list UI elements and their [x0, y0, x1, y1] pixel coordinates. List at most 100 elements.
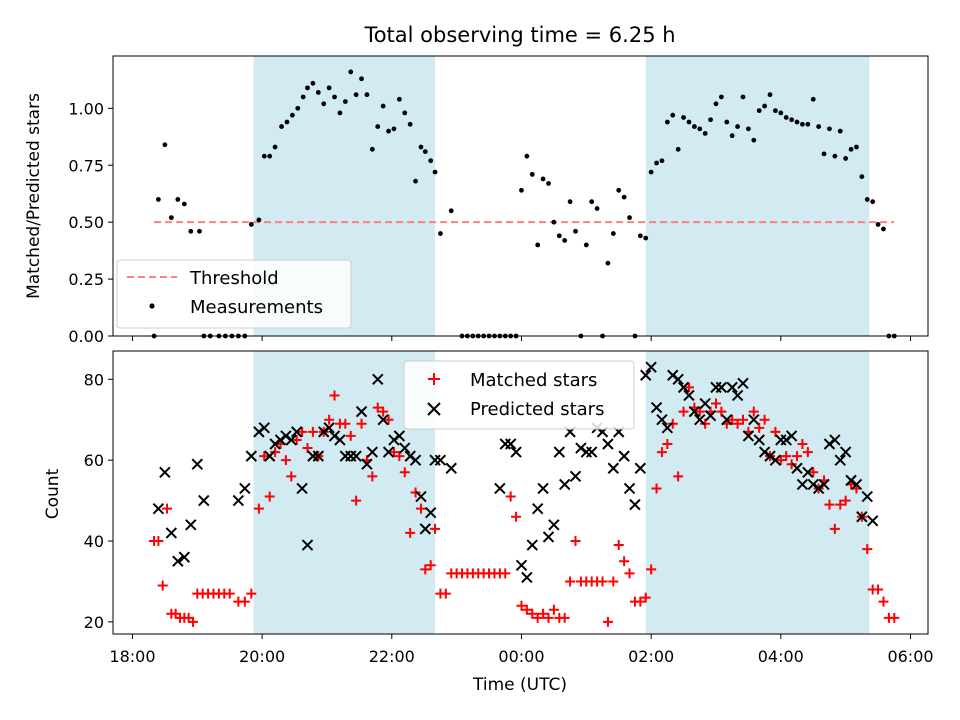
predicted-star-point [737, 377, 749, 390]
predicted-star-point [419, 523, 432, 535]
matched-star-point [307, 426, 318, 437]
matched-star-point [187, 616, 198, 627]
matched-legend-label: Matched stars [470, 370, 597, 391]
predicted-star-point [856, 511, 868, 523]
measurement-point [610, 231, 616, 236]
matched-star-point [157, 580, 168, 591]
matched-star-point [280, 455, 291, 466]
predicted-star-point [285, 434, 298, 446]
measurement-point [735, 124, 740, 129]
measurement-point [654, 160, 659, 166]
predicted-star-point [726, 381, 738, 394]
measurement-point [567, 199, 573, 205]
predicted-star-point [672, 373, 684, 386]
measurement-point [289, 112, 295, 118]
predicted-star-point [350, 450, 362, 462]
matched-star-point [356, 418, 367, 429]
measurement-point [380, 103, 386, 109]
matched-star-point [840, 495, 851, 506]
predicted-star-point [553, 446, 566, 458]
measurement-point [321, 101, 327, 107]
matched-star-point [329, 390, 340, 401]
matched-star-point [521, 604, 532, 615]
matched-star-point [340, 418, 351, 429]
predicted-star-point [623, 482, 636, 495]
matched-star-point [259, 451, 270, 462]
measurement-point [524, 153, 530, 159]
plot-frame [112, 350, 929, 635]
measurement-point [859, 174, 865, 180]
measurement-point [740, 94, 746, 100]
measurement-point [551, 219, 557, 225]
measurement-point [643, 235, 649, 241]
matched-star-point [635, 596, 646, 607]
matched-star-point [613, 540, 624, 551]
matched-star-point [808, 467, 819, 478]
predicted-star-point [445, 462, 457, 474]
matched-star-point [367, 471, 378, 482]
predicted-star-point [361, 458, 373, 470]
measurement-point [827, 126, 832, 132]
predicted-star-point [245, 450, 258, 462]
matched-star-point [405, 527, 416, 538]
measurement-point [589, 199, 595, 205]
measurement-point [713, 101, 719, 107]
measurement-point [359, 76, 364, 82]
predicted-legend-label: Predicted stars [470, 399, 604, 420]
measurement-point [773, 108, 778, 114]
matched-star-point [527, 608, 538, 619]
matched-star-point [759, 414, 770, 425]
matched-star-point [732, 418, 743, 429]
predicted-star-point [580, 446, 593, 458]
matched-star-point [388, 447, 399, 458]
predicted-star-point [312, 450, 325, 462]
predicted-star-point [178, 551, 191, 563]
matched-star-point [775, 455, 786, 466]
measurement-point [800, 121, 805, 127]
matched-star-point [538, 608, 549, 619]
measurement-point [407, 121, 413, 127]
measurement-point [762, 103, 768, 109]
measurement-point [342, 99, 348, 104]
measurement-point [832, 153, 838, 159]
predicted-star-point [531, 502, 544, 515]
predicted-star-point [618, 450, 630, 462]
plot-frame [112, 55, 929, 337]
measurement-point [348, 69, 354, 75]
predicted-star-point [699, 397, 711, 410]
measurement-point [729, 133, 735, 139]
measurement-point [337, 110, 343, 116]
matched-star-point [597, 576, 608, 587]
bottom-legend-box [403, 360, 635, 430]
measurement-point [546, 181, 551, 186]
measurement-point [364, 92, 370, 98]
predicted-star-point [239, 482, 251, 495]
predicted-star-point [191, 458, 203, 470]
matched-star-point [383, 414, 394, 425]
predicted-star-point [152, 502, 165, 515]
measurement-point [681, 115, 686, 120]
matched-star-point [565, 576, 576, 587]
threshold-legend-label: Threshold [189, 268, 279, 289]
predicted-star-point [753, 434, 765, 446]
predicted-star-point [645, 361, 657, 373]
top-panel: 0.00 0.25 0.50 0.75 1.00 [68, 55, 929, 346]
matched-star-point [224, 588, 235, 599]
measurement-point [875, 222, 881, 227]
matched-star-point [153, 536, 164, 547]
matched-star-point [505, 491, 516, 502]
measurements-legend-label: Measurements [190, 297, 323, 318]
predicted-star-point [602, 438, 614, 450]
predicted-star-point [677, 381, 690, 394]
measurement-point [778, 110, 784, 116]
chart-title: Total observing time = 6.25 h [363, 23, 675, 47]
predicted-star-point [629, 498, 641, 511]
matched-star-point [500, 568, 511, 579]
predicted-star-point [372, 373, 384, 386]
matched-star-point [878, 596, 889, 607]
measurement-point [789, 117, 795, 123]
measurement-point [691, 124, 697, 129]
matched-star-point [351, 495, 362, 506]
measurement-point [751, 137, 757, 143]
matched-star-point [716, 406, 727, 417]
